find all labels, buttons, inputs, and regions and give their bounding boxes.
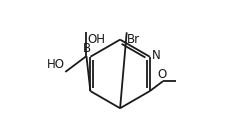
Text: B: B — [82, 43, 91, 55]
Text: Br: Br — [127, 33, 141, 46]
Text: O: O — [158, 68, 167, 81]
Text: N: N — [152, 49, 161, 62]
Text: HO: HO — [47, 58, 65, 71]
Text: OH: OH — [87, 33, 105, 46]
